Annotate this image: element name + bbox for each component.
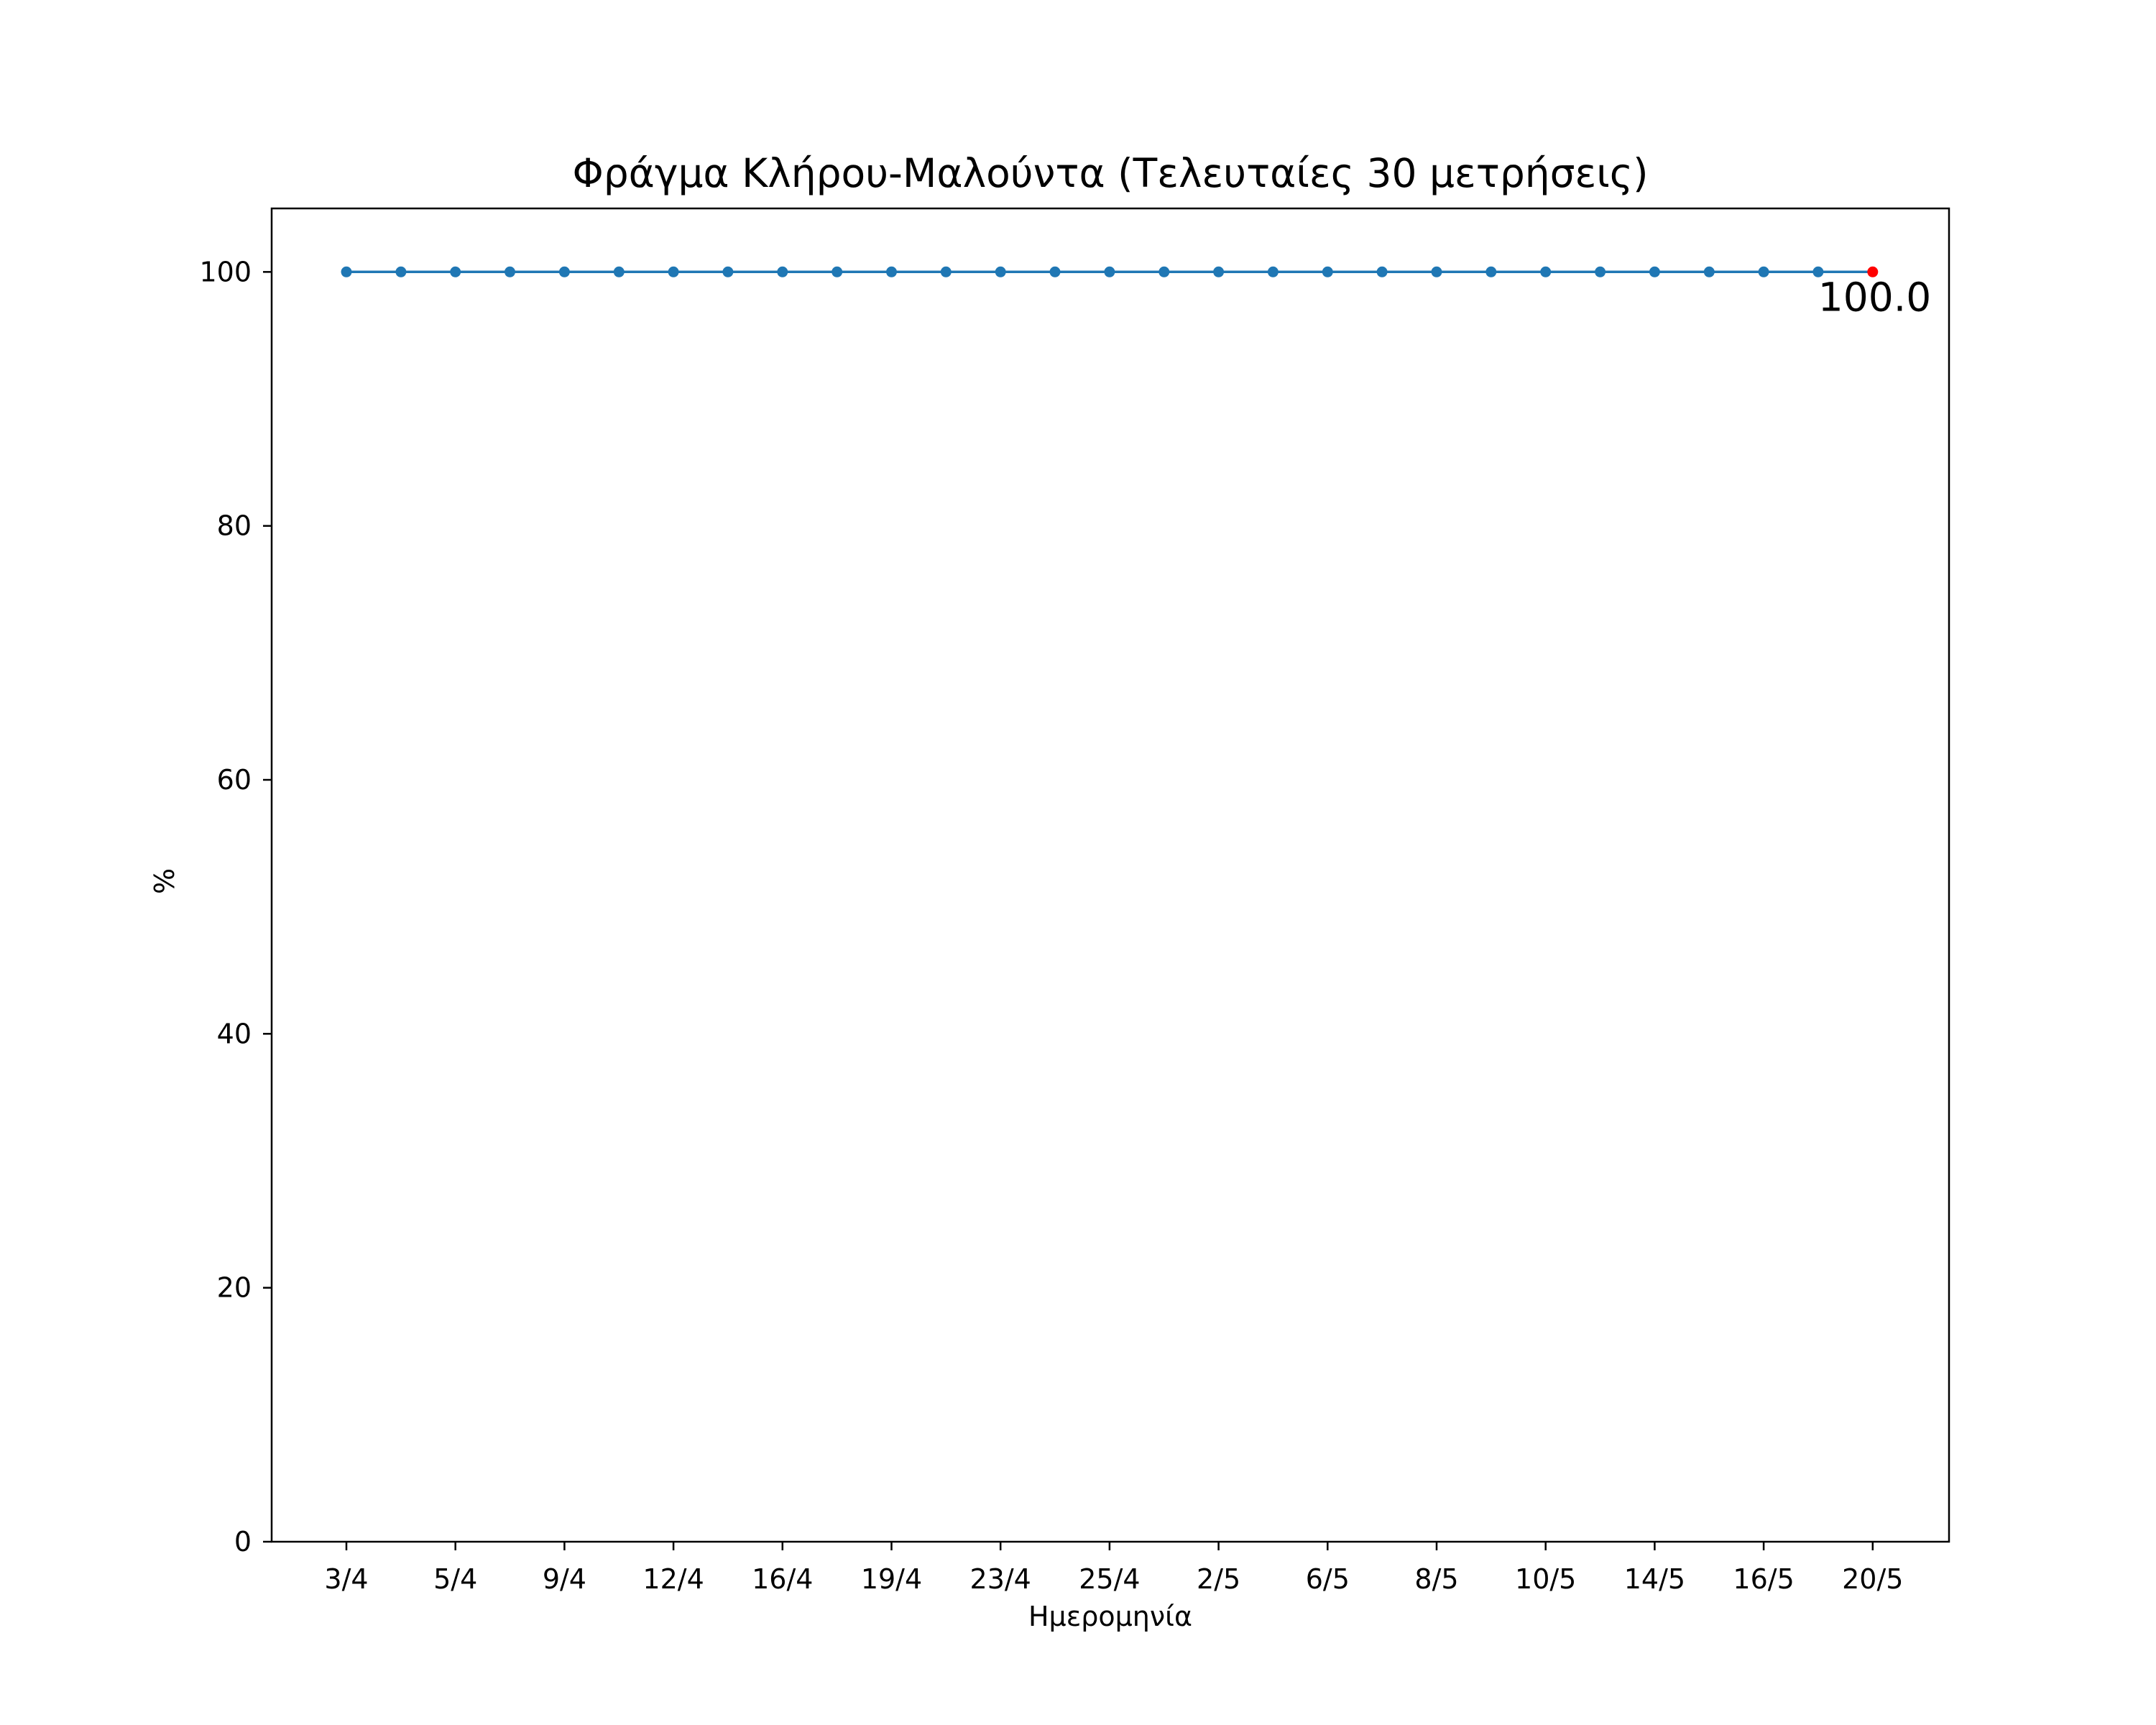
x-tick-label: 10/5 [1515,1563,1576,1595]
x-tick-label: 2/5 [1197,1563,1240,1595]
data-point [1812,266,1824,277]
x-axis-label: Ημερομηνία [1028,1601,1192,1632]
x-tick-label: 14/5 [1624,1563,1685,1595]
x-tick-label: 5/4 [433,1563,477,1595]
data-point [558,266,570,277]
x-tick-label: 25/4 [1079,1563,1140,1595]
data-point [777,266,788,277]
data-point [1158,266,1170,277]
x-tick-label: 16/5 [1733,1563,1794,1595]
axes-frame [270,207,1950,1543]
y-tick-label: 20 [217,1272,252,1304]
chart-title: Φράγμα Κλήρου-Μαλούντα (Τελευταίες 30 με… [572,150,1648,196]
data-point [613,266,625,277]
last-point-annotation: 100.0 [1818,274,1931,320]
y-axis-label: % [149,868,180,894]
y-tick-label: 80 [217,510,252,542]
data-point [1703,266,1715,277]
data-point [1049,266,1061,277]
y-tick-label: 60 [217,764,252,796]
x-tick-label: 19/4 [861,1563,922,1595]
data-point [505,266,515,277]
data-point [886,266,897,277]
data-point [1322,266,1333,277]
x-tick-label: 20/5 [1842,1563,1903,1595]
data-point [1758,266,1769,277]
data-point [1431,266,1442,277]
x-tick-label: 16/4 [752,1563,813,1595]
data-point [1540,266,1552,277]
data-point [450,266,461,277]
x-tick-label: 9/4 [543,1563,586,1595]
x-tick-label: 8/5 [1414,1563,1458,1595]
data-point [395,266,407,277]
data-point [1376,266,1388,277]
y-tick-label: 40 [217,1018,252,1049]
x-tick-label: 23/4 [970,1563,1031,1595]
x-tick-label: 12/4 [642,1563,704,1595]
data-point [1104,266,1115,277]
data-point [940,266,952,277]
data-point [1649,266,1660,277]
data-point [1595,266,1606,277]
data-point [722,266,734,277]
x-tick-label: 3/4 [324,1563,368,1595]
y-tick-label: 100 [199,256,252,288]
data-point [668,266,679,277]
data-point [1213,266,1225,277]
last-data-point [1867,266,1879,277]
y-tick-label: 0 [234,1526,252,1558]
data-point [831,266,843,277]
x-tick-label: 6/5 [1306,1563,1350,1595]
plot-area: 100.0 0 20 40 60 80 100 3/4 5/4 9/4 12/4 16/4 19/4 23… [199,207,1950,1595]
data-point [1485,266,1497,277]
data-point [1267,266,1279,277]
data-point [995,266,1006,277]
data-point [341,266,352,277]
